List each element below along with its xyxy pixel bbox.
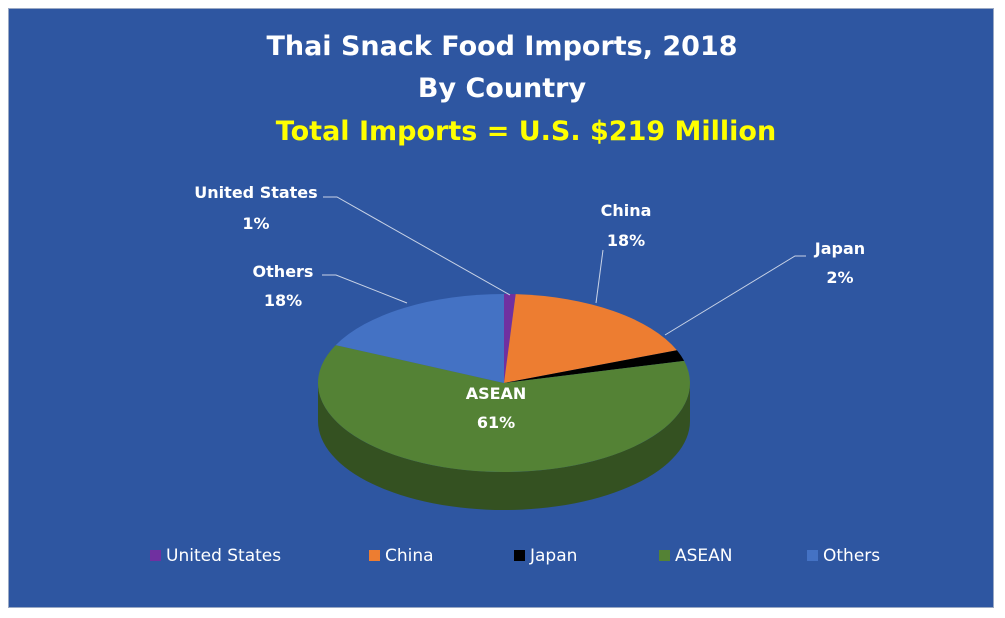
legend-swatch-others bbox=[807, 550, 818, 561]
chart-subtitle: By Country bbox=[418, 73, 587, 104]
data-label-name-china: China bbox=[601, 201, 652, 220]
legend-label-united-states: United States bbox=[166, 546, 281, 566]
legend-item-china: China bbox=[369, 546, 434, 566]
leader-line-japan bbox=[664, 255, 806, 336]
legend-label-asean: ASEAN bbox=[675, 546, 733, 566]
leader-line-united-states bbox=[323, 196, 511, 296]
legend: United States China Japan ASEAN Others bbox=[150, 546, 880, 566]
data-label-value-japan: 2% bbox=[826, 268, 853, 287]
data-labels: United States 1% China 18% Japan 2% ASEAN 61% Ot… bbox=[194, 183, 865, 432]
pie-slices bbox=[318, 294, 690, 510]
pie-slice-china bbox=[504, 294, 677, 383]
data-label-name-japan: Japan bbox=[814, 239, 865, 258]
data-label-value-united-states: 1% bbox=[242, 214, 269, 233]
data-label-name-united-states: United States bbox=[194, 183, 317, 202]
legend-label-china: China bbox=[385, 546, 434, 566]
legend-item-japan: Japan bbox=[514, 546, 577, 566]
pie-side-asean bbox=[318, 383, 690, 510]
legend-swatch-asean bbox=[659, 550, 670, 561]
chart-total-imports: Total Imports = U.S. $219 Million bbox=[276, 116, 776, 147]
legend-item-united-states: United States bbox=[150, 546, 281, 566]
pie-slice-united-states bbox=[504, 294, 516, 383]
pie-slice-others bbox=[335, 294, 504, 383]
leader-lines bbox=[322, 196, 806, 336]
pie-slice-japan bbox=[504, 350, 685, 383]
legend-swatch-japan bbox=[514, 550, 525, 561]
legend-swatch-china bbox=[369, 550, 380, 561]
data-label-value-asean: 61% bbox=[477, 413, 515, 432]
legend-swatch-united-states bbox=[150, 550, 161, 561]
data-label-name-others: Others bbox=[253, 262, 314, 281]
data-label-name-asean: ASEAN bbox=[466, 384, 527, 403]
legend-label-others: Others bbox=[823, 546, 880, 566]
data-label-value-others: 18% bbox=[264, 291, 302, 310]
legend-item-asean: ASEAN bbox=[659, 546, 733, 566]
legend-label-japan: Japan bbox=[529, 546, 577, 566]
legend-item-others: Others bbox=[807, 546, 880, 566]
chart-title: Thai Snack Food Imports, 2018 bbox=[266, 31, 737, 62]
leader-line-china bbox=[595, 249, 604, 304]
data-label-value-china: 18% bbox=[607, 231, 645, 250]
leader-line-others bbox=[322, 274, 408, 304]
pie-slice-asean bbox=[318, 345, 690, 472]
